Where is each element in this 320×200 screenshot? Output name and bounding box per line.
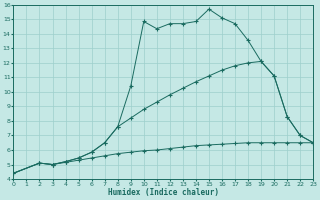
X-axis label: Humidex (Indice chaleur): Humidex (Indice chaleur) (108, 188, 219, 197)
